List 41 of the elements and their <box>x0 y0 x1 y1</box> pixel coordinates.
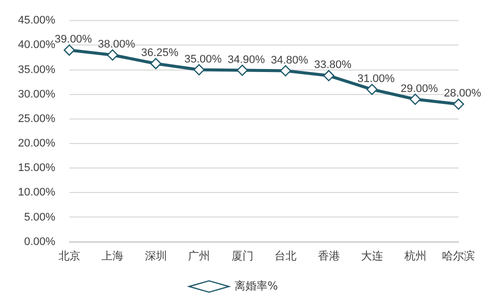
x-tick-label: 上海 <box>102 249 124 262</box>
data-label: 33.80% <box>314 59 352 72</box>
data-label: 39.00% <box>54 34 92 46</box>
x-tick-label: 大连 <box>361 249 384 262</box>
y-tick-label: 45.00% <box>18 14 56 27</box>
x-tick-label: 厦门 <box>231 249 254 262</box>
data-label: 35.00% <box>184 53 222 66</box>
data-label: 31.00% <box>357 72 395 85</box>
x-tick-label: 台北 <box>274 249 297 262</box>
data-label: 29.00% <box>400 82 438 95</box>
point <box>193 64 205 76</box>
point <box>106 49 118 61</box>
point <box>64 44 75 56</box>
y-tick-label: 15.00% <box>18 162 56 174</box>
data-label: 34.80% <box>270 54 308 66</box>
point <box>452 98 464 110</box>
y-tick-label: 5.00% <box>24 211 56 224</box>
y-tick-label: 30.00% <box>18 88 56 100</box>
x-tick-label: 香港 <box>318 249 340 262</box>
point <box>150 58 162 70</box>
x-tick-label: 杭州 <box>403 249 426 262</box>
x-tick-label: 哈尔滨 <box>442 249 475 262</box>
y-tick-label: 35.00% <box>18 64 56 76</box>
y-tick-label: 0.00% <box>24 236 56 248</box>
point <box>280 65 292 76</box>
point <box>323 70 334 82</box>
point <box>236 64 248 76</box>
data-label: 34.90% <box>228 54 266 66</box>
x-tick-label: 深圳 <box>144 249 167 262</box>
y-tick-label: 25.00% <box>18 112 56 125</box>
data-label: 36.25% <box>141 47 179 60</box>
data-label: 28.00% <box>444 88 482 100</box>
y-tick-label: 40.00% <box>18 39 56 52</box>
data-label: 38.00% <box>98 38 136 51</box>
point <box>366 84 378 96</box>
point <box>410 94 421 105</box>
legend-label: 离婚率% <box>234 279 278 292</box>
y-tick-label: 10.00% <box>18 186 56 199</box>
y-tick-label: 20.00% <box>18 138 56 150</box>
x-tick-label: 广州 <box>188 249 210 262</box>
x-tick-label: 北京 <box>58 249 80 262</box>
